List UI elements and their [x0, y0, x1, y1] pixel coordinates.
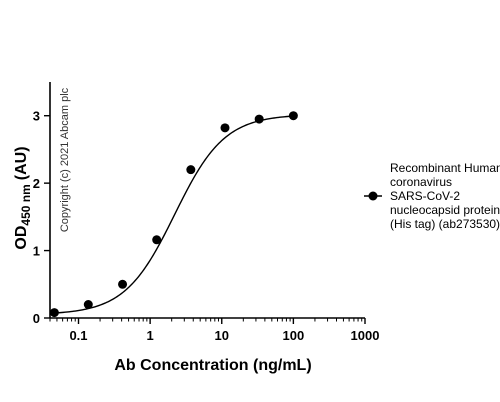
fit-curve-line	[54, 115, 294, 314]
data-point	[49, 308, 59, 318]
y-axis-title-sub: 450 nm	[19, 184, 33, 225]
legend: Recombinant HumancoronavirusSARS-CoV-2nu…	[364, 161, 500, 231]
y-axis-title: OD450 nm (AU)	[13, 146, 33, 249]
x-axis-title: Ab Concentration (ng/mL)	[114, 357, 311, 374]
x-tick-label: 1000	[351, 328, 380, 343]
y-ticks: 0 1 2 3	[33, 109, 50, 326]
x-tick-label: 0.1	[69, 328, 87, 343]
legend-label-line: (His tag) (ab273530)	[390, 217, 500, 231]
axes	[49, 82, 365, 319]
y-tick-label: 3	[33, 109, 40, 124]
data-point	[254, 114, 264, 124]
legend-label-line: nucleocapsid protein	[390, 203, 500, 217]
y-tick-label: 1	[33, 244, 40, 259]
y-axis-title-unit: (AU)	[13, 146, 30, 180]
y-axis-title-main: OD	[13, 226, 30, 250]
x-tick-label: 100	[283, 328, 305, 343]
data-point	[118, 279, 128, 289]
data-points	[49, 111, 298, 318]
data-point	[186, 165, 196, 175]
legend-label-line: coronavirus	[390, 175, 452, 189]
y-tick-label: 2	[33, 176, 40, 191]
legend-marker	[368, 191, 378, 201]
watermark: Copyright (c) 2021 Abcam plc	[59, 87, 71, 232]
copyright-watermark: Copyright (c) 2021 Abcam plc	[59, 87, 71, 232]
data-point	[83, 300, 93, 310]
x-tick-label: 10	[215, 328, 229, 343]
fit-curve	[54, 115, 294, 314]
x-tick-label: 1	[147, 328, 154, 343]
data-point	[220, 123, 230, 133]
x-ticks: 0.1 1 10 100 1000	[49, 318, 380, 343]
legend-label-line: Recombinant Human	[390, 161, 500, 175]
data-point	[288, 111, 298, 121]
legend-label-line: SARS-CoV-2	[390, 189, 460, 203]
data-point	[152, 235, 162, 245]
y-tick-label: 0	[33, 311, 40, 326]
